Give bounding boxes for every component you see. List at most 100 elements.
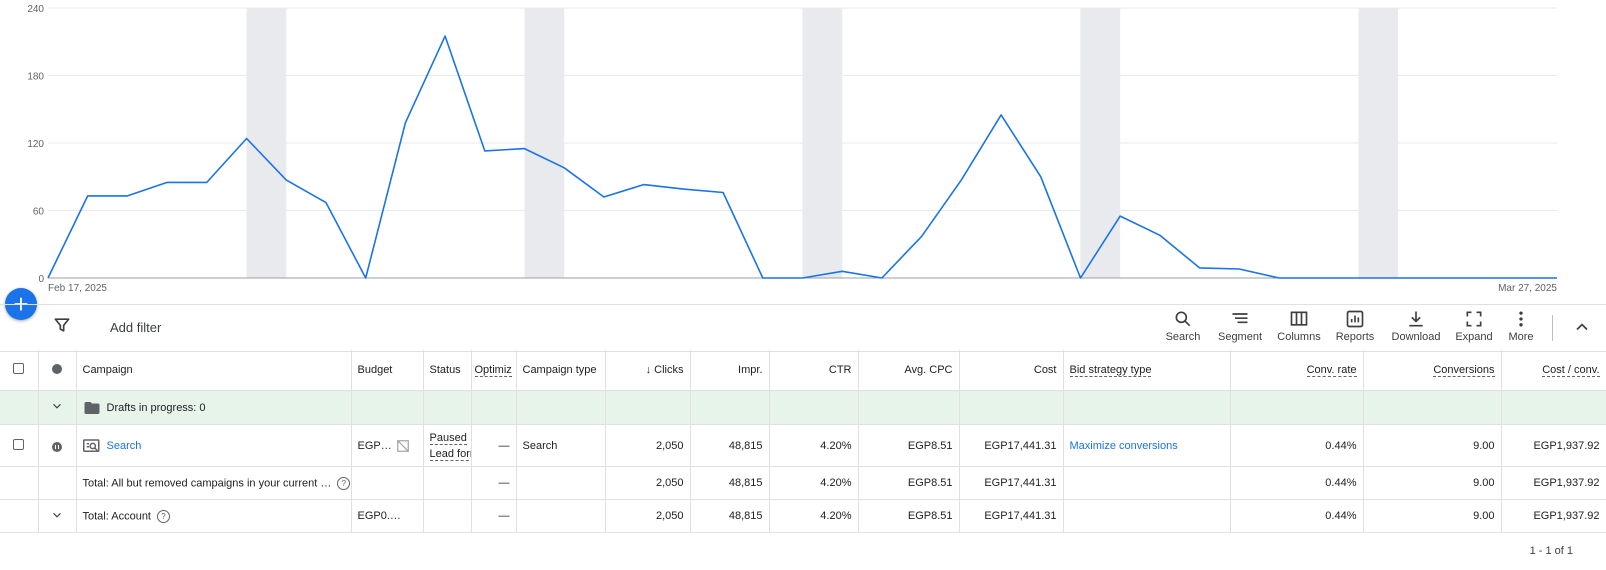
- total-campaigns-clicks: 2,050: [605, 466, 691, 500]
- table-header-row: Campaign Budget Status Optimiz Campaign …: [0, 350, 1606, 391]
- more-button[interactable]: More: [1506, 309, 1536, 349]
- header-ctr[interactable]: CTR: [769, 350, 859, 391]
- y-tick-label: 180: [27, 72, 44, 83]
- total-campaigns-label-cell: Total: All but removed campaigns in your…: [76, 466, 352, 500]
- header-campaign[interactable]: Campaign: [76, 350, 352, 391]
- fullscreen-icon: [1466, 311, 1482, 327]
- row-budget: EGP…: [357, 439, 392, 452]
- table-toolbar: Add filter Search Segment Columns Report…: [0, 304, 1606, 352]
- row-campaign-cell: Search: [76, 424, 352, 467]
- bid-strategy-link[interactable]: Maximize conversions: [1069, 439, 1178, 452]
- row-status-cell: [38, 424, 77, 467]
- campaigns-table: Campaign Budget Status Optimiz Campaign …: [0, 350, 1606, 533]
- campaign-link[interactable]: Search: [106, 439, 142, 452]
- search-icon: [1175, 311, 1191, 327]
- total-account-impr: 48,815: [690, 499, 770, 533]
- header-status[interactable]: Status: [423, 350, 472, 391]
- reports-icon: [1346, 310, 1364, 328]
- select-all-checkbox[interactable]: [13, 363, 25, 374]
- header-optimization[interactable]: Optimiz: [471, 350, 517, 391]
- total-account-optimization: —: [471, 499, 517, 533]
- reports-button-label: Reports: [1335, 331, 1375, 343]
- search-button-label: Search: [1165, 331, 1201, 343]
- total-account-label-cell: Total: Account?: [76, 499, 352, 533]
- total-campaigns-impr: 48,815: [690, 466, 770, 500]
- header-clicks[interactable]: ↓ Clicks: [605, 350, 691, 391]
- chevron-up-icon[interactable]: [1572, 317, 1592, 337]
- total-account-cost: EGP17,441.31: [959, 499, 1064, 533]
- y-tick-label: 120: [27, 139, 44, 150]
- expand-button-label: Expand: [1455, 331, 1493, 343]
- total-campaigns-avg-cpc: EGP8.51: [858, 466, 960, 500]
- header-impr[interactable]: Impr.: [690, 350, 770, 391]
- header-conv-rate-label: Conv. rate: [1306, 364, 1357, 377]
- drafts-label: Drafts in progress: 0: [106, 401, 206, 414]
- status-detail[interactable]: Lead form: [429, 447, 470, 461]
- header-conversions-label: Conversions: [1433, 364, 1495, 377]
- row-impr: 48,815: [690, 424, 770, 467]
- row-checkbox[interactable]: [13, 438, 25, 450]
- toolbar-divider: [1552, 315, 1553, 341]
- status-dot-icon[interactable]: [52, 363, 62, 374]
- total-account-cost-conv: EGP1,937.92: [1501, 499, 1606, 533]
- total-campaigns-cost-conv: EGP1,937.92: [1501, 466, 1606, 500]
- total-account-row: Total: Account? EGP0.… — 2,050 48,815 4.…: [0, 499, 1606, 533]
- header-conv-rate[interactable]: Conv. rate: [1230, 350, 1364, 391]
- filter-icon[interactable]: [52, 315, 72, 335]
- header-bid-strategy-label: Bid strategy type: [1069, 364, 1152, 377]
- header-campaign-type[interactable]: Campaign type: [516, 350, 606, 391]
- sort-arrow-icon: ↓: [645, 364, 655, 376]
- table-row: Search EGP… Paused Lead form — Search 2,0…: [0, 424, 1606, 467]
- total-account-ctr: 4.20%: [769, 499, 859, 533]
- reports-button[interactable]: Reports: [1334, 309, 1376, 349]
- y-tick-label: 0: [38, 274, 44, 285]
- total-campaigns-optimization: —: [471, 466, 517, 500]
- total-campaigns-row: Total: All but removed campaigns in your…: [0, 466, 1606, 500]
- total-account-budget: EGP0.…: [351, 499, 424, 533]
- search-campaign-icon: [82, 438, 99, 452]
- search-button[interactable]: Search: [1165, 309, 1201, 349]
- edit-disabled-icon[interactable]: [396, 439, 410, 453]
- total-account-avg-cpc: EGP8.51: [858, 499, 960, 533]
- drafts-row: Drafts in progress: 0: [0, 390, 1606, 425]
- header-budget[interactable]: Budget: [351, 350, 424, 391]
- chevron-down-icon[interactable]: [50, 508, 64, 522]
- row-cost: EGP17,441.31: [959, 424, 1064, 467]
- header-cost[interactable]: Cost: [959, 350, 1064, 391]
- drafts-spacer: [0, 390, 39, 425]
- columns-icon: [1290, 311, 1308, 326]
- header-optimization-label: Optimiz: [474, 364, 512, 377]
- status-paused[interactable]: Paused: [429, 431, 467, 445]
- expand-button[interactable]: Expand: [1455, 309, 1493, 349]
- clicks-series-line: [47, 35, 1557, 279]
- chevron-down-icon[interactable]: [50, 399, 64, 413]
- y-tick-label: 240: [27, 4, 44, 15]
- header-avg-cpc[interactable]: Avg. CPC: [858, 350, 960, 391]
- header-cost-conv[interactable]: Cost / conv.: [1501, 350, 1606, 391]
- columns-button[interactable]: Columns: [1277, 309, 1321, 349]
- add-filter[interactable]: Add filter: [110, 320, 162, 335]
- segment-button[interactable]: Segment: [1218, 309, 1262, 349]
- paused-status-icon[interactable]: [52, 441, 62, 452]
- row-cost-conv: EGP1,937.92: [1501, 424, 1606, 467]
- pagination: 1 - 1 of 1: [1529, 545, 1573, 557]
- total-account-toggle-cell: [38, 499, 77, 533]
- row-budget-cell: EGP…: [351, 424, 424, 467]
- header-conversions[interactable]: Conversions: [1363, 350, 1502, 391]
- help-icon[interactable]: ?: [337, 476, 350, 490]
- row-ctr: 4.20%: [769, 424, 859, 467]
- header-bid-strategy[interactable]: Bid strategy type: [1063, 350, 1231, 391]
- total-account-conversions: 9.00: [1363, 499, 1502, 533]
- status-dot-header: [38, 350, 77, 391]
- row-bid-strategy-cell: Maximize conversions: [1063, 424, 1231, 467]
- total-campaigns-label: Total: All but removed campaigns in your…: [82, 476, 332, 489]
- download-button[interactable]: Download: [1391, 309, 1441, 349]
- row-campaign-type: Search: [516, 424, 606, 467]
- drafts-toggle-cell: [38, 390, 77, 425]
- row-checkbox-cell: [0, 424, 39, 467]
- performance-chart: 240 180 120 60 0 Feb 17, 2025 Mar 27, 2025: [27, 4, 1557, 294]
- segment-icon: [1232, 313, 1248, 324]
- columns-button-label: Columns: [1277, 331, 1321, 343]
- help-icon[interactable]: ?: [157, 509, 170, 523]
- x-start-label: Feb 17, 2025: [48, 283, 107, 294]
